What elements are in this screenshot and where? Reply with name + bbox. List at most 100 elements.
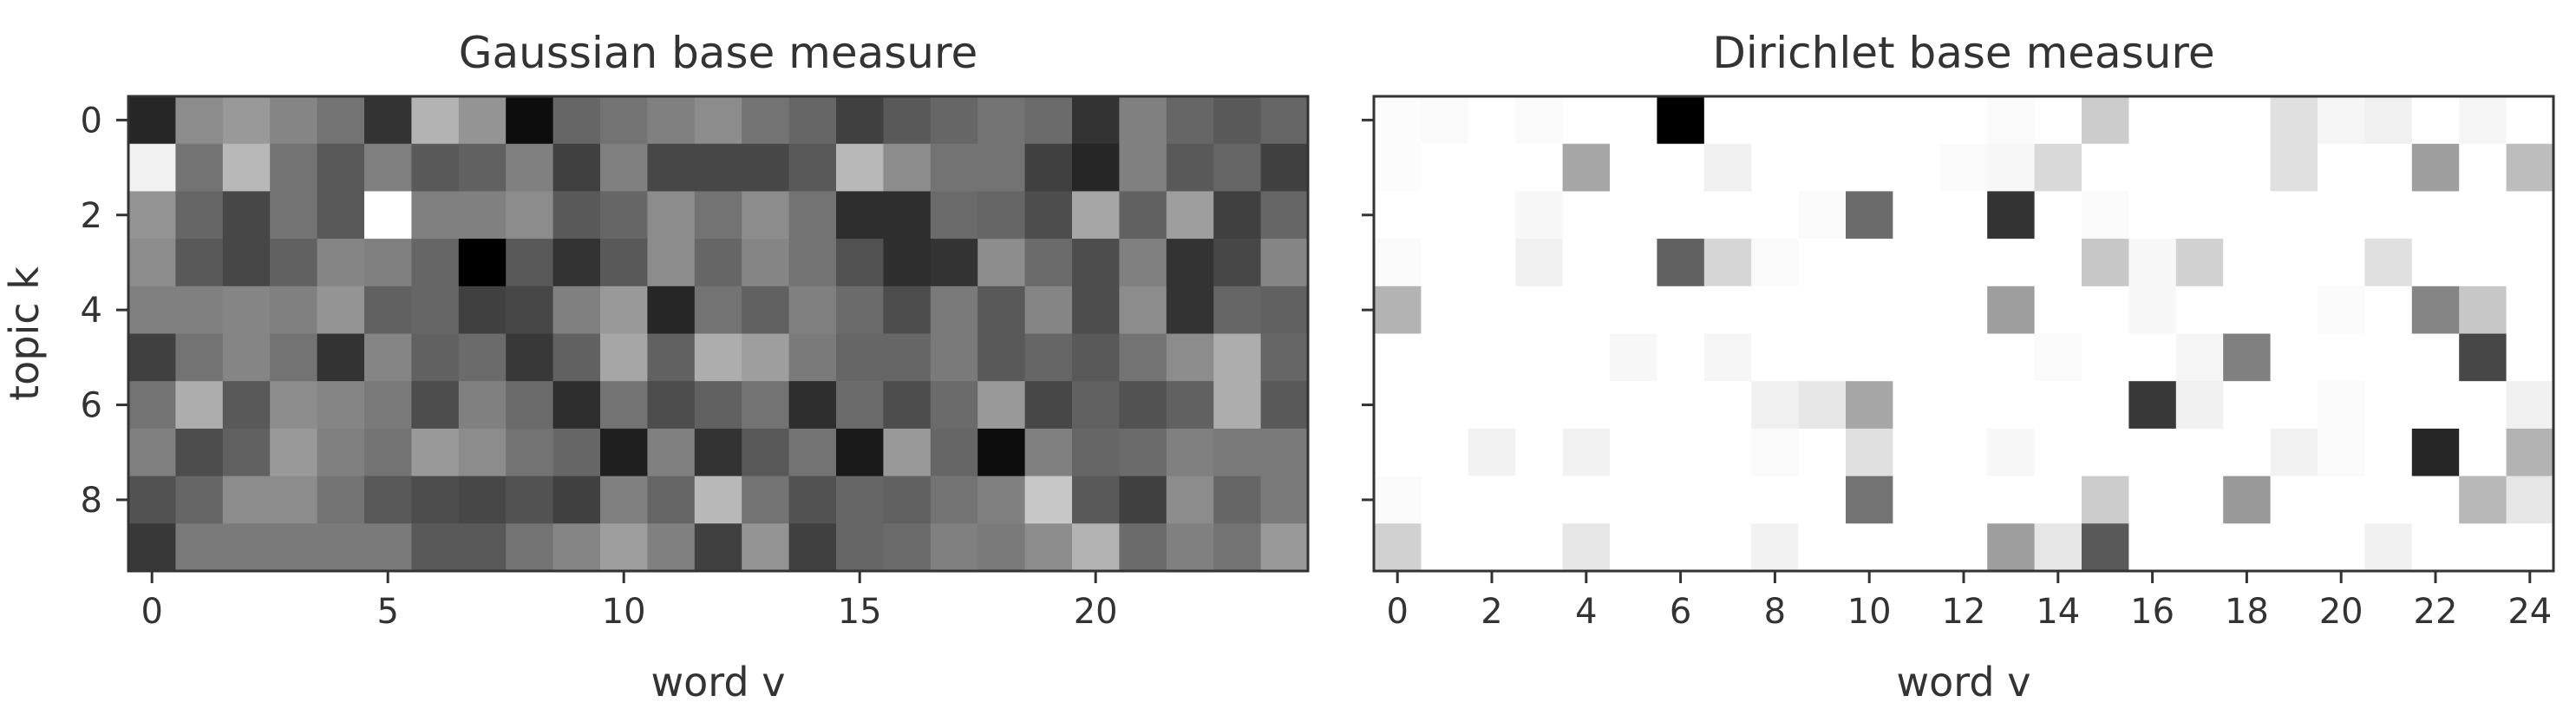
heatmap-cell	[2128, 428, 2177, 477]
chart-title: Dirichlet base measure	[1712, 28, 2214, 78]
heatmap-cell	[930, 476, 978, 524]
heatmap-cell	[2270, 239, 2318, 287]
heatmap-cell	[2411, 523, 2460, 572]
heatmap-cell	[552, 239, 601, 287]
heatmap-cell	[1166, 523, 1214, 572]
heatmap-cell	[458, 381, 507, 430]
heatmap-cell	[1119, 239, 1167, 287]
heatmap-cell	[2175, 428, 2224, 477]
heatmap-cell	[175, 381, 224, 430]
heatmap-cell	[1846, 239, 1893, 287]
heatmap-cell	[600, 381, 648, 430]
heatmap-cell	[1703, 428, 1752, 477]
x-tick-label: 4	[1575, 592, 1597, 632]
heatmap-cell	[1846, 333, 1893, 382]
heatmap-cell	[1987, 96, 2036, 145]
heatmap-cell	[1024, 239, 1073, 287]
heatmap-cell	[1893, 96, 1941, 145]
heatmap-cell	[458, 96, 507, 145]
heatmap-cell	[836, 143, 884, 192]
heatmap-cell	[2082, 143, 2129, 192]
heatmap-cell	[2128, 191, 2177, 240]
heatmap-cell	[2506, 333, 2554, 382]
heatmap-cell	[1024, 96, 1073, 145]
heatmap-cell	[1893, 286, 1941, 335]
heatmap-cell	[2459, 239, 2507, 287]
heatmap-cell	[506, 239, 554, 287]
heatmap-cell	[1987, 239, 2036, 287]
heatmap-cell	[1024, 191, 1073, 240]
heatmap-cell	[2506, 286, 2554, 335]
heatmap-cell	[1893, 333, 1941, 382]
heatmap-cell	[1374, 96, 1422, 145]
heatmap-cell	[317, 428, 365, 477]
heatmap-cell	[930, 286, 978, 335]
heatmap-cell	[1657, 239, 1705, 287]
heatmap-cell	[1846, 143, 1893, 192]
y-tick-label: 4	[81, 291, 102, 331]
heatmap-cell	[742, 523, 790, 572]
heatmap-cell	[1166, 286, 1214, 335]
y-tick-label: 2	[81, 196, 102, 236]
heatmap-cell	[1751, 523, 1800, 572]
heatmap-cell	[694, 143, 742, 192]
x-tick-label: 16	[2130, 592, 2174, 632]
heatmap-cell	[1987, 286, 2036, 335]
heatmap-cell	[2223, 523, 2272, 572]
heatmap-cell	[270, 143, 318, 192]
heatmap-cell	[600, 428, 648, 477]
heatmap-cell	[1421, 143, 1469, 192]
heatmap-cell	[1072, 476, 1120, 524]
heatmap-cell	[1072, 523, 1120, 572]
heatmap-cell	[1421, 191, 1469, 240]
heatmap-cell	[2270, 191, 2318, 240]
heatmap-cell	[1515, 239, 1564, 287]
heatmap-cell	[506, 191, 554, 240]
heatmap-cell	[458, 286, 507, 335]
heatmap-cell	[1798, 191, 1847, 240]
heatmap-cell	[1421, 286, 1469, 335]
plot-frame	[127, 95, 1310, 573]
heatmap-cell	[128, 191, 176, 240]
heatmap-cell	[1751, 428, 1800, 477]
heatmap-cell	[458, 239, 507, 287]
chart-title: Gaussian base measure	[459, 28, 977, 78]
heatmap-cell	[2318, 428, 2365, 477]
heatmap-cell	[1751, 381, 1800, 430]
heatmap-cell	[175, 523, 224, 572]
heatmap-cell	[1751, 239, 1800, 287]
heatmap-cell	[1939, 476, 1988, 524]
heatmap-cell	[1751, 476, 1800, 524]
heatmap-cell	[1610, 381, 1657, 430]
heatmap-cell	[458, 191, 507, 240]
heatmap-cell	[2459, 191, 2507, 240]
heatmap-cell	[2411, 428, 2460, 477]
heatmap-cell	[364, 381, 412, 430]
heatmap-cell	[2318, 476, 2365, 524]
heatmap-cell	[1562, 239, 1611, 287]
heatmap-cell	[930, 191, 978, 240]
heatmap-cell	[2223, 381, 2272, 430]
x-tick-label: 18	[2225, 592, 2269, 632]
heatmap-cell	[1166, 333, 1214, 382]
heatmap-cell	[1468, 143, 1516, 192]
heatmap-cell	[1562, 191, 1611, 240]
heatmap-cell	[742, 381, 790, 430]
heatmap-cell	[1213, 428, 1262, 477]
heatmap-cell	[364, 239, 412, 287]
heatmap-cell	[1119, 143, 1167, 192]
heatmap-cell	[2082, 428, 2129, 477]
heatmap-cell	[2411, 381, 2460, 430]
heatmap-cell	[1166, 143, 1214, 192]
heatmap-cell	[788, 286, 837, 335]
heatmap-cell	[458, 428, 507, 477]
heatmap-cell	[128, 381, 176, 430]
heatmap-cell	[788, 96, 837, 145]
heatmap-cell	[364, 143, 412, 192]
heatmap-cell	[222, 333, 271, 382]
heatmap-cell	[1119, 96, 1167, 145]
heatmap-cell	[1562, 143, 1611, 192]
heatmap-cell	[175, 428, 224, 477]
heatmap-cell	[1072, 381, 1120, 430]
heatmap-cell	[1468, 523, 1516, 572]
